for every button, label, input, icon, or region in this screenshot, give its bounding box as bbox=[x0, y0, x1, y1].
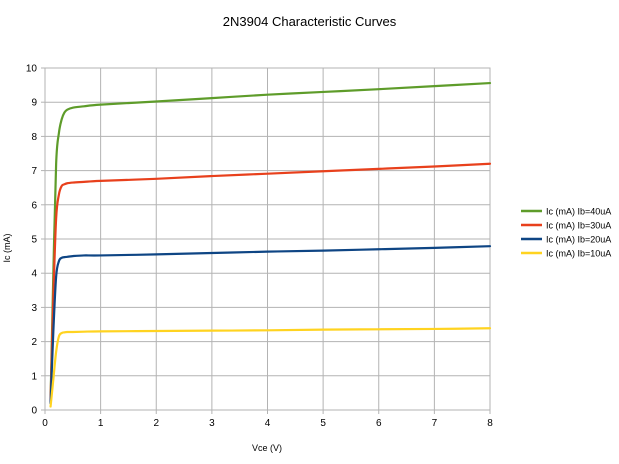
legend-entry-label: Ic (mA) Ib=40uA bbox=[546, 207, 611, 217]
series-line-2 bbox=[49, 162, 492, 403]
x-tick-label: 1 bbox=[98, 418, 104, 429]
x-tick-label: 7 bbox=[432, 418, 438, 429]
y-tick-label: 7 bbox=[31, 166, 37, 177]
x-axis-label: Vce (V) bbox=[252, 443, 282, 453]
axes: 0 1 2 3 4 5 6 7 8 9 10 0 1 2 3 4 5 6 7 8 bbox=[26, 64, 493, 430]
y-tick-label: 5 bbox=[31, 235, 37, 246]
y-tick-label: 10 bbox=[26, 64, 38, 75]
y-tick-label: 0 bbox=[31, 406, 37, 417]
x-tick-label: 0 bbox=[42, 418, 48, 429]
legend-entry-label: Ic (mA) Ib=30uA bbox=[546, 221, 611, 231]
y-tick-label: 4 bbox=[31, 269, 37, 280]
series-lines bbox=[49, 81, 492, 408]
legend: Ic (mA) Ib=40uA Ic (mA) Ib=30uA Ic (mA) Ib… bbox=[521, 207, 611, 259]
y-tick-label: 6 bbox=[31, 200, 37, 211]
x-tick-label: 2 bbox=[153, 418, 159, 429]
legend-entry-label: Ic (mA) Ib=20uA bbox=[546, 235, 611, 245]
x-tick-label: 6 bbox=[376, 418, 382, 429]
x-tick-label: 5 bbox=[320, 418, 326, 429]
x-tick-label: 8 bbox=[487, 418, 493, 429]
plot-frame bbox=[44, 67, 491, 411]
series-line-1 bbox=[49, 81, 492, 401]
chart-title: 2N3904 Characteristic Curves bbox=[222, 14, 397, 29]
legend-entry-label: Ic (mA) Ib=10uA bbox=[546, 249, 611, 259]
y-tick-label: 3 bbox=[31, 303, 37, 314]
series-line-3 bbox=[49, 245, 492, 405]
grid bbox=[44, 67, 491, 411]
x-tick-label: 3 bbox=[209, 418, 215, 429]
y-tick-label: 1 bbox=[31, 371, 37, 382]
y-tick-label: 9 bbox=[31, 98, 37, 109]
series-line-4 bbox=[49, 327, 492, 408]
x-tick-label: 4 bbox=[265, 418, 271, 429]
y-tick-label: 8 bbox=[31, 132, 37, 143]
y-axis-label: Ic (mA) bbox=[2, 234, 12, 263]
y-tick-label: 2 bbox=[31, 337, 37, 348]
